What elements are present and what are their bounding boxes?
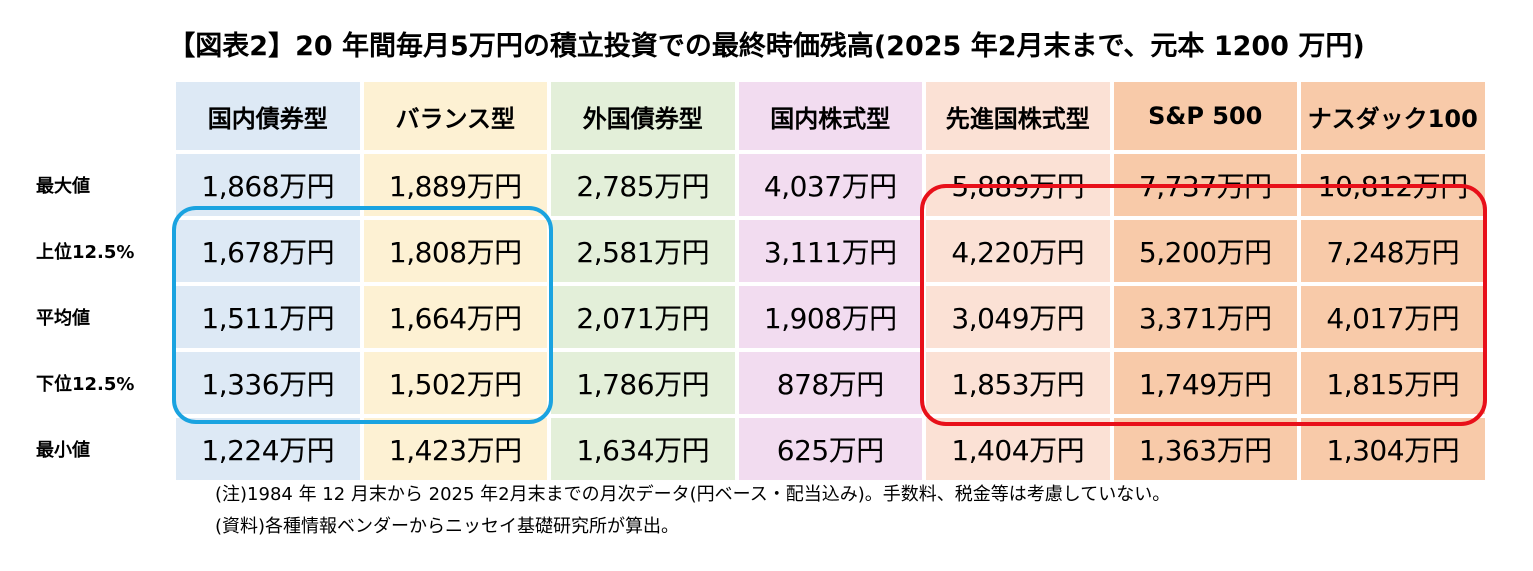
table-cell: 1,815万円	[1301, 352, 1485, 414]
table-cell: 1,786万円	[551, 352, 735, 414]
highlight-box-bonds-balance	[172, 206, 553, 424]
table-cell: 878万円	[738, 352, 922, 414]
column-header: バランス型	[363, 82, 547, 150]
table-cell: 2,785万円	[551, 154, 735, 216]
row-label: 最小値	[32, 418, 176, 480]
row-label: 最大値	[32, 154, 176, 216]
table-cell: 1,634万円	[551, 418, 735, 480]
table-cell: 3,111万円	[738, 220, 922, 282]
table-cell: 1,224万円	[176, 418, 360, 480]
table-cell: 625万円	[738, 418, 922, 480]
table-cell: 1,664万円	[363, 286, 547, 348]
column-header: 外国債券型	[551, 82, 735, 150]
table-cell: 1,749万円	[1113, 352, 1297, 414]
table-cell: 1,336万円	[176, 352, 360, 414]
table-cell: 1,808万円	[363, 220, 547, 282]
table-cell: 1,868万円	[176, 154, 360, 216]
table-cell: 1,502万円	[363, 352, 547, 414]
table-cell: 4,017万円	[1301, 286, 1485, 348]
table-cell: 7,248万円	[1301, 220, 1485, 282]
footnote-note: (注)1984 年 12 月末から 2025 年2月末までの月次データ(円ベース…	[215, 484, 1171, 505]
table-cell: 1,853万円	[926, 352, 1110, 414]
footnote-source: (資料)各種情報ベンダーからニッセイ基礎研究所が算出。	[215, 516, 680, 537]
table-cell: 1,363万円	[1113, 418, 1297, 480]
row-label: 上位12.5%	[32, 220, 176, 282]
table-cell: 3,371万円	[1113, 286, 1297, 348]
column-header: ナスダック100	[1301, 82, 1485, 150]
table-cell: 4,037万円	[738, 154, 922, 216]
table-cell: 1,423万円	[363, 418, 547, 480]
column-header: 国内債券型	[176, 82, 360, 150]
table-cell: 1,889万円	[363, 154, 547, 216]
row-label: 下位12.5%	[32, 352, 176, 414]
table-cell: 5,200万円	[1113, 220, 1297, 282]
column-header: 先進国株式型	[926, 82, 1110, 150]
table-cell: 1,678万円	[176, 220, 360, 282]
table-cell: 2,581万円	[551, 220, 735, 282]
column-header: 国内株式型	[738, 82, 922, 150]
table-cell: 1,404万円	[926, 418, 1110, 480]
table-cell: 4,220万円	[926, 220, 1110, 282]
table-cell: 1,908万円	[738, 286, 922, 348]
highlight-box-equities	[920, 184, 1487, 426]
table-cell: 1,304万円	[1301, 418, 1485, 480]
column-header: S&P 500	[1113, 82, 1297, 150]
table-cell: 3,049万円	[926, 286, 1110, 348]
row-label: 平均値	[32, 286, 176, 348]
table-cell: 2,071万円	[551, 286, 735, 348]
table-cell: 1,511万円	[176, 286, 360, 348]
chart-title: 【図表2】20 年間毎月5万円の積立投資での最終時価残高(2025 年2月末まで…	[168, 31, 1365, 62]
